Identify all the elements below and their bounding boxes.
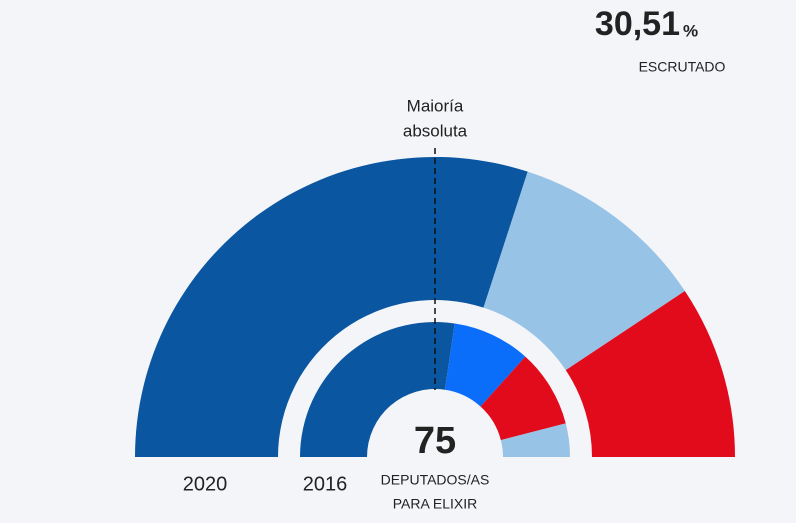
- total-seats: 75: [414, 420, 456, 462]
- seat-segment: [135, 157, 528, 457]
- seat-segment: [444, 323, 526, 407]
- center-label: PARA ELIXIR: [393, 496, 478, 512]
- majority-label: absoluta: [403, 121, 468, 140]
- ring-label: 2016: [303, 473, 348, 495]
- scrutiny-label: ESCRUTADO: [639, 59, 726, 75]
- seat-segment: [483, 171, 685, 371]
- majority-label: Maioría: [407, 96, 464, 115]
- seat-segment: [300, 322, 455, 457]
- center-label: DEPUTADOS/AS: [381, 472, 490, 488]
- seat-segment: [480, 356, 566, 441]
- scrutiny-value: 30,51: [595, 5, 680, 43]
- arcs: [135, 157, 735, 457]
- seat-segment: [500, 423, 570, 457]
- scrutiny-unit: %: [683, 21, 698, 40]
- ring-label: 2020: [183, 473, 228, 495]
- seat-segment: [565, 290, 735, 457]
